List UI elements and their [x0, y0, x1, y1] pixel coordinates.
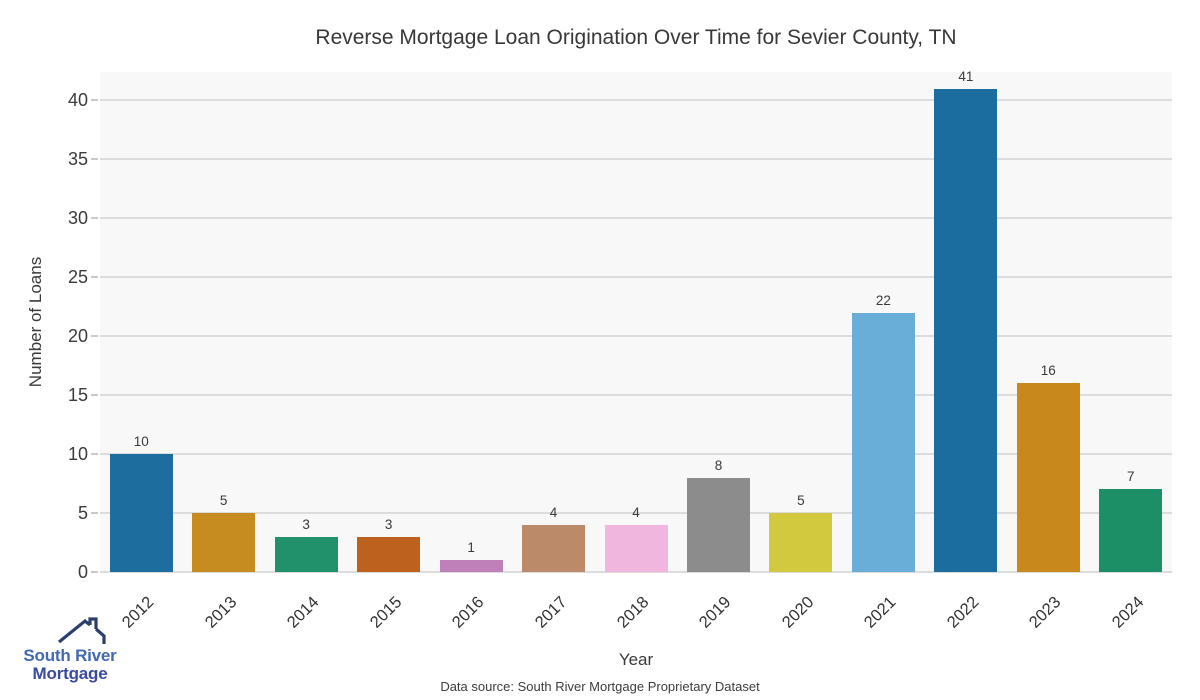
- x-axis-title: Year: [618, 650, 654, 669]
- y-tick-label-0: 0: [77, 562, 88, 582]
- x-tick-label-2023: 2023: [1026, 593, 1065, 632]
- bar-2018: [604, 525, 668, 572]
- x-tick-label-2019: 2019: [696, 593, 735, 632]
- y-tick-label-15: 15: [67, 385, 88, 406]
- y-tick-label-10: 10: [67, 444, 88, 465]
- plot-area: 10 5 3 3 1 4 4 8 5 22 41 16 7: [100, 69, 1172, 573]
- bar-value-2018: 4: [632, 505, 640, 520]
- bar-value-2020: 5: [797, 493, 805, 508]
- y-tick-mark-20: [91, 335, 98, 338]
- y-tick-mark-0: [91, 571, 98, 573]
- gridline-15: [100, 394, 1172, 397]
- gridline-20: [100, 335, 1172, 338]
- bar-value-2013: 5: [219, 493, 228, 508]
- data-source-note: Data source: South River Mortgage Propri…: [440, 679, 760, 694]
- y-tick-mark-15: [91, 394, 98, 397]
- chart-title: Reverse Mortgage Loan Origination Over T…: [315, 26, 957, 49]
- y-tick-mark-40: [91, 99, 98, 102]
- x-tick-label-2017: 2017: [531, 593, 570, 632]
- y-tick-mark-35: [91, 158, 98, 161]
- bar-value-2023: 16: [1040, 363, 1056, 378]
- bar-2020: [769, 513, 833, 572]
- gridline-5: [100, 512, 1172, 515]
- bar-2013: [192, 513, 256, 572]
- bar-2019: [686, 478, 750, 572]
- y-tick-label-5: 5: [77, 503, 88, 524]
- bar-value-2024: 7: [1127, 469, 1135, 484]
- bar-2024: [1099, 489, 1163, 572]
- x-tick-label-2016: 2016: [448, 593, 488, 632]
- logo-text-south-river: South River: [23, 646, 117, 665]
- bar-2015: [357, 537, 421, 572]
- gridline-0: [100, 571, 1172, 573]
- y-tick-label-25: 25: [67, 267, 88, 288]
- x-tick-label-2024: 2024: [1108, 593, 1148, 632]
- x-tick-label-2013: 2013: [201, 593, 241, 632]
- bar-2017: [522, 525, 586, 572]
- x-tick-label-2018: 2018: [613, 593, 653, 632]
- bar-value-2014: 3: [302, 517, 310, 532]
- y-tick-label-30: 30: [67, 208, 88, 229]
- y-tick-mark-30: [91, 217, 98, 220]
- bar-value-2016: 1: [467, 540, 475, 555]
- x-tick-label-2022: 2022: [943, 593, 983, 632]
- south-river-mortgage-logo: South River Mortgage: [18, 616, 122, 684]
- gridline-25: [100, 276, 1172, 279]
- y-tick-label-35: 35: [67, 149, 88, 170]
- y-tick-mark-10: [91, 453, 98, 456]
- x-tick-label-2015: 2015: [366, 593, 406, 632]
- y-tick-label-20: 20: [67, 326, 88, 347]
- x-tick-label-2012: 2012: [118, 593, 158, 632]
- bar-2014: [274, 537, 338, 572]
- bar-value-2021: 22: [875, 293, 891, 308]
- bar-2022: [934, 89, 998, 572]
- bar-2012: [109, 454, 173, 572]
- bar-2021: [851, 313, 915, 572]
- bar-2023: [1016, 383, 1080, 572]
- logo-text-mortgage: Mortgage: [32, 664, 108, 683]
- roof-path: [57, 617, 106, 644]
- y-tick-mark-25: [91, 276, 98, 279]
- gridline-10: [100, 453, 1172, 456]
- y-tick-mark-5: [91, 512, 98, 515]
- bar-value-2015: 3: [384, 517, 393, 532]
- y-tick-label-40: 40: [67, 90, 88, 111]
- gridline-40: [100, 99, 1172, 102]
- bar-value-2019: 8: [714, 458, 723, 473]
- x-tick-label-2014: 2014: [283, 593, 323, 632]
- bar-value-2012: 10: [133, 434, 149, 449]
- bar-2016: [439, 560, 503, 572]
- house-roof-icon: [57, 617, 106, 644]
- bar-value-2022: 41: [958, 69, 974, 84]
- gridline-30: [100, 217, 1172, 220]
- gridline-35: [100, 158, 1172, 161]
- x-tick-label-2020: 2020: [778, 593, 818, 632]
- x-tick-label-2021: 2021: [861, 593, 900, 632]
- bar-value-2017: 4: [549, 505, 558, 520]
